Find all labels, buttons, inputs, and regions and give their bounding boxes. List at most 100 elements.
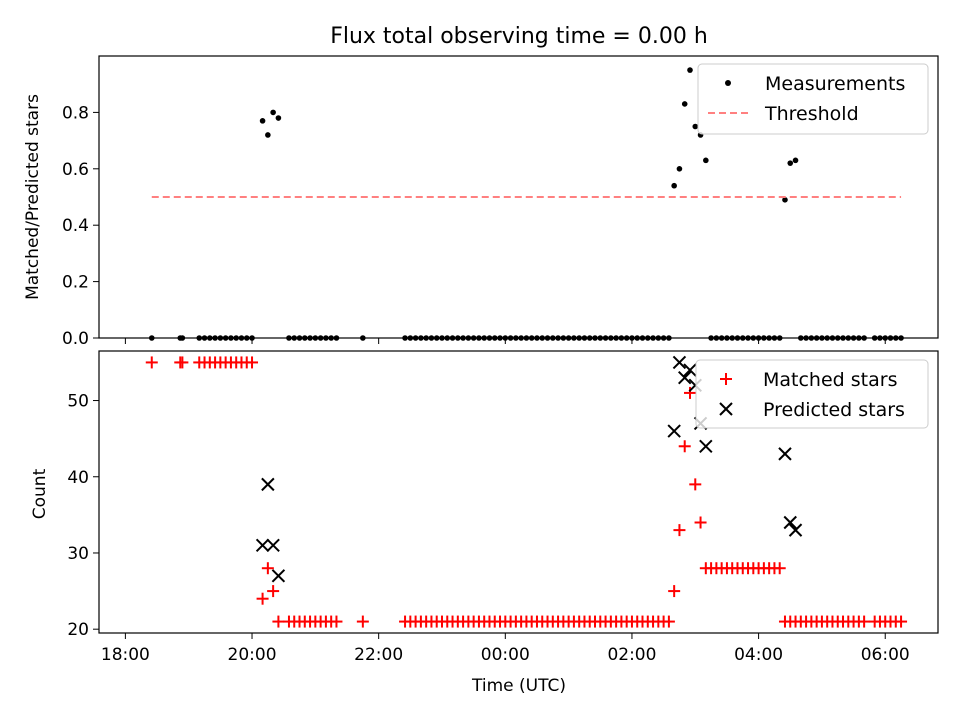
matched-point-122: [895, 615, 908, 628]
measurement-point-68: [608, 335, 614, 341]
y-tick-label-0-3: 0.6: [62, 160, 89, 180]
measurement-point-35: [433, 335, 440, 341]
measurement-point-62: [576, 335, 582, 341]
measurement-point-6: [212, 335, 218, 341]
measurement-point-12: [243, 335, 250, 341]
measurement-point-34: [428, 335, 435, 341]
measurement-point-83: [687, 67, 693, 73]
measurement-point-29: [402, 335, 408, 341]
matched-point-116: [858, 615, 871, 628]
measurement-point-30: [407, 335, 414, 341]
measurement-point-58: [555, 335, 561, 341]
measurement-point-96: [755, 335, 762, 341]
x-tick-label-4: 02:00: [607, 645, 656, 665]
measurement-point-31: [412, 335, 419, 341]
measurement-point-60: [565, 335, 572, 341]
predicted-point-11: [778, 447, 792, 461]
measurement-point-64: [586, 335, 593, 341]
measurement-point-33: [423, 335, 429, 341]
predicted-point-1: [261, 477, 275, 492]
measurement-point-20: [296, 335, 303, 341]
legend-matched-marker: [720, 373, 732, 385]
measurement-point-75: [644, 335, 651, 341]
measurement-point-84: [692, 123, 699, 130]
measurement-point-88: [713, 335, 720, 341]
measurement-point-9: [228, 335, 234, 341]
measurement-point-37: [444, 335, 451, 341]
measurement-point-7: [217, 335, 224, 341]
measurement-point-56: [544, 335, 551, 341]
measurement-point-92: [734, 335, 741, 341]
top-legend: Measurements Threshold: [697, 63, 929, 135]
measurement-point-4: [201, 335, 208, 341]
measurement-point-54: [534, 335, 540, 341]
measurement-point-18: [286, 335, 292, 341]
bottom-legend-box: [695, 359, 929, 429]
measurement-point-101: [782, 197, 788, 203]
measurement-point-28: [360, 335, 366, 341]
predicted-point-2: [266, 538, 280, 553]
measurement-point-59: [560, 335, 567, 341]
matched-point-28: [356, 615, 369, 628]
measurement-point-65: [592, 335, 598, 341]
measurement-point-23: [312, 335, 319, 341]
measurement-point-21: [301, 335, 308, 341]
measurement-point-39: [455, 335, 461, 341]
measurement-point-114: [850, 335, 857, 341]
measurement-point-72: [629, 335, 635, 341]
matched-point-82: [678, 440, 691, 453]
predicted-point-4: [667, 424, 681, 438]
top-plot-marks: [148, 67, 904, 341]
measurement-point-10: [233, 335, 239, 341]
measurement-point-94: [745, 335, 751, 341]
matched-point-2: [176, 356, 189, 369]
measurement-point-27: [333, 335, 340, 341]
measurement-point-115: [856, 335, 862, 341]
measurement-point-24: [317, 335, 324, 341]
measurement-point-63: [581, 335, 588, 341]
measurement-point-80: [671, 182, 677, 189]
y-tick-label-0-1: 0.2: [62, 273, 89, 293]
measurement-point-55: [539, 335, 546, 341]
legend-measurements-label: Measurements: [765, 73, 905, 95]
measurement-point-91: [729, 335, 736, 341]
measurement-point-108: [819, 335, 825, 341]
y-tick-label-1-3: 50: [67, 392, 89, 412]
measurement-point-8: [222, 335, 229, 341]
measurement-point-69: [613, 335, 619, 341]
measurement-point-77: [655, 335, 662, 341]
measurement-point-2: [179, 335, 186, 341]
measurement-point-109: [824, 335, 830, 341]
top-legend-box: [697, 63, 929, 135]
measurement-point-41: [465, 335, 472, 341]
measurement-point-113: [845, 335, 852, 341]
predicted-point-10: [699, 439, 713, 453]
matched-point-85: [694, 516, 707, 529]
measurement-point-11: [238, 335, 245, 341]
measurement-point-46: [491, 335, 498, 341]
measurement-point-61: [571, 335, 577, 341]
measurement-point-26: [328, 335, 334, 341]
measurement-point-36: [439, 335, 445, 341]
matched-point-83: [683, 386, 696, 399]
x-tick-label-1: 20:00: [228, 645, 277, 665]
measurement-point-48: [502, 335, 509, 341]
x-tick-label-6: 06:00: [861, 645, 910, 665]
measurement-point-5: [207, 335, 213, 341]
y-tick-label-0-0: 0.0: [62, 329, 89, 349]
matched-point-13: [246, 356, 259, 369]
measurement-point-43: [476, 335, 482, 341]
measurement-point-110: [829, 335, 836, 341]
predicted-point-12: [783, 515, 797, 530]
measurement-point-53: [528, 335, 535, 341]
measurement-point-86: [703, 157, 709, 164]
matched-point-100: [773, 562, 786, 575]
measurement-point-70: [618, 335, 625, 341]
measurement-point-82: [681, 101, 688, 107]
top-y-ticks: 0.0 0.2 0.4 0.6 0.8: [62, 103, 99, 349]
x-tick-label-2: 22:00: [354, 645, 403, 665]
measurement-point-87: [708, 335, 714, 341]
legend-predicted-label: Predicted stars: [763, 399, 905, 421]
measurement-point-112: [840, 335, 846, 341]
